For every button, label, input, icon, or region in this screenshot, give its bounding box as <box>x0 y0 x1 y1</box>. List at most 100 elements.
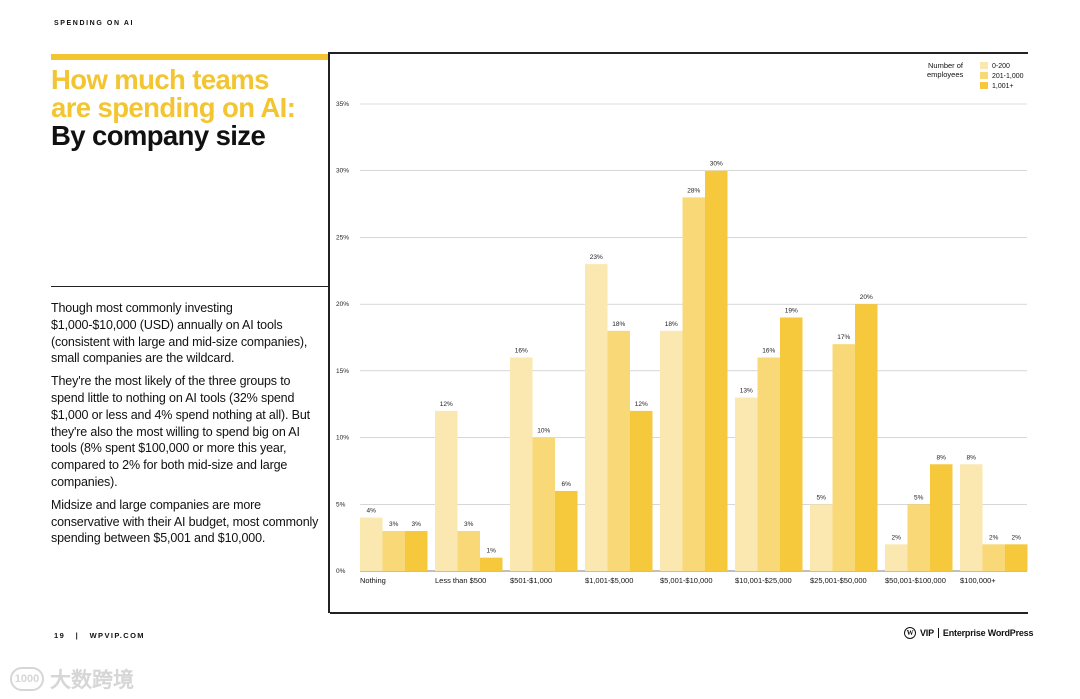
bar-data-label: 10% <box>537 428 550 435</box>
chart-bottom-rule <box>330 612 1028 614</box>
x-category-label: $10,001-$25,000 <box>735 576 792 585</box>
body-paragraph-1: Though most commonly investing $1,000-$1… <box>51 301 308 366</box>
bar <box>555 490 578 571</box>
legend-title: Number of <box>928 61 964 70</box>
page-title: How much teams are spending on AI: By co… <box>51 66 326 150</box>
bar <box>585 264 608 571</box>
legend-label: 1,001+ <box>992 83 1014 90</box>
bar-data-label: 8% <box>937 454 947 461</box>
body-copy: Though most commonly investing $1,000-$1… <box>51 300 321 553</box>
bar-data-label: 19% <box>785 307 798 314</box>
bar-data-label: 12% <box>440 401 453 408</box>
bar <box>510 357 533 571</box>
bar-data-label: 4% <box>367 508 377 515</box>
body-paragraph-3: Midsize and large companies are more con… <box>51 497 319 546</box>
bar-data-label: 17% <box>837 334 850 341</box>
left-mid-rule <box>51 286 328 287</box>
x-category-label: Less than $500 <box>435 576 486 585</box>
bar <box>982 544 1005 571</box>
bar-data-label: 18% <box>665 321 678 328</box>
page-number: 19 <box>54 631 66 640</box>
bar-data-label: 3% <box>464 521 474 528</box>
bar-data-label: 2% <box>892 534 902 541</box>
bar <box>855 304 878 571</box>
bar-data-label: 12% <box>635 401 648 408</box>
y-tick-label: 20% <box>336 301 349 308</box>
bar-data-label: 3% <box>412 521 422 528</box>
bar-data-label: 6% <box>562 481 572 488</box>
bar-data-label: 16% <box>515 348 528 355</box>
brand-name: Enterprise WordPress <box>942 628 1034 638</box>
bar <box>480 557 503 571</box>
headline-accent-rule <box>51 54 328 60</box>
y-tick-label: 0% <box>336 568 346 575</box>
spending-bar-chart: 0% 5% 10% 15% 20% 25% 30% 35% 4% 3% 3% Nothing 12% 3%… <box>336 61 1028 585</box>
bar <box>832 344 855 571</box>
footer-brand: W VIP Enterprise WordPress <box>904 627 1033 639</box>
x-category-label: $25,001-$50,000 <box>810 576 867 585</box>
y-tick-label: 30% <box>336 168 349 175</box>
bar <box>757 357 780 571</box>
bar-data-label: 13% <box>740 388 753 395</box>
title-line-2: are spending on AI: <box>51 92 296 123</box>
watermark-logo-icon: 1000 <box>10 667 44 691</box>
bar <box>630 410 653 571</box>
bar <box>780 317 803 571</box>
x-category-label: $5,001-$10,000 <box>660 576 713 585</box>
title-line-3: By company size <box>51 120 266 151</box>
bar-data-label: 2% <box>1012 534 1022 541</box>
brand-vip: VIP <box>920 628 934 638</box>
legend-swatch <box>980 72 988 79</box>
bar <box>960 464 983 571</box>
bar <box>930 464 953 571</box>
bar <box>382 530 405 571</box>
bar-data-label: 5% <box>914 494 924 501</box>
bar <box>682 197 705 571</box>
x-category-label: $1,001-$5,000 <box>585 576 633 585</box>
footer-separator: | <box>75 631 80 640</box>
bar <box>607 330 630 571</box>
bar <box>360 517 383 571</box>
legend-title: employees <box>927 70 964 79</box>
bar <box>532 437 555 571</box>
x-category-label: Nothing <box>360 576 386 585</box>
y-tick-label: 5% <box>336 501 346 508</box>
footer-site-link[interactable]: WPVIP.COM <box>89 631 145 640</box>
vertical-divider <box>328 52 330 613</box>
bar-data-label: 30% <box>710 161 723 168</box>
footer-left: 19 | WPVIP.COM <box>54 631 145 640</box>
bar-data-label: 5% <box>817 494 827 501</box>
y-tick-label: 35% <box>336 101 349 108</box>
bar <box>457 530 480 571</box>
bar <box>885 544 908 571</box>
bar-data-label: 3% <box>389 521 399 528</box>
y-tick-label: 15% <box>336 368 349 375</box>
bar <box>705 170 728 571</box>
bar-data-label: 20% <box>860 294 873 301</box>
bar <box>907 504 930 571</box>
bar-data-label: 28% <box>687 187 700 194</box>
bar <box>735 397 758 571</box>
bar-data-label: 8% <box>967 454 977 461</box>
watermark: 1000 大数跨境 <box>10 664 134 694</box>
watermark-text: 大数跨境 <box>50 669 134 692</box>
bar <box>660 330 683 571</box>
legend-label: 0-200 <box>992 63 1010 70</box>
x-category-label: $100,000+ <box>960 576 996 585</box>
legend-label: 201-1,000 <box>992 73 1024 80</box>
section-label: SPENDING ON AI <box>54 20 135 27</box>
wordpress-logo-icon: W <box>904 627 916 639</box>
bar <box>405 530 428 571</box>
legend-swatch <box>980 62 988 69</box>
x-category-label: $501-$1,000 <box>510 576 552 585</box>
bar-data-label: 1% <box>487 548 497 555</box>
chart-top-rule <box>330 52 1028 54</box>
legend-swatch <box>980 82 988 89</box>
x-category-label: $50,001-$100,000 <box>885 576 946 585</box>
bar <box>1005 544 1028 571</box>
bar-data-label: 16% <box>762 348 775 355</box>
bar <box>435 410 458 571</box>
bar-data-label: 2% <box>989 534 999 541</box>
title-line-1: How much teams <box>51 64 269 95</box>
y-tick-label: 25% <box>336 234 349 241</box>
